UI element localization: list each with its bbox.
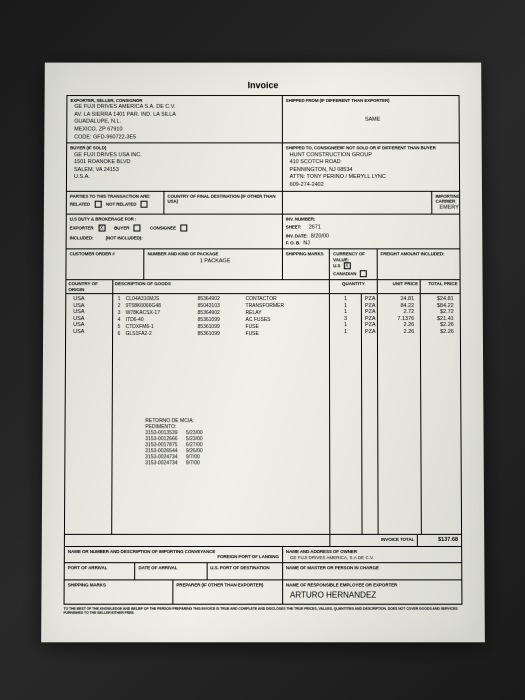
footer-text: TO THE BEST OF THE KNOWLEDGE AND BELIEF …: [63, 605, 462, 616]
lbl-fport: FOREIGN PORT OF LANDING: [67, 554, 278, 559]
lbl-notrelated: NOT RELATED: [105, 202, 135, 207]
item-desc: 5CTDXFM6-185361099FUSE: [115, 324, 326, 331]
doc-title: Invoice: [66, 80, 459, 91]
row-exporter: EXPORTER, SELLER, CONSIGNOR GE FUJI DRIV…: [66, 95, 460, 144]
lbl-preparer: PREPARER (IF OTHER THAN EXPORTER): [176, 583, 279, 588]
buyer-l1: GE FUJI DRIVES USA INC.: [70, 151, 279, 159]
invoice-document: Invoice EXPORTER, SELLER, CONSIGNOR GE F…: [41, 63, 485, 643]
lbl-shipped-to: SHIPPED TO, CONSIGNEE/IF NOT SOLD OR IF …: [285, 146, 455, 151]
item-unitprice: 2.26: [380, 329, 417, 336]
lbl-us: U.S: [333, 263, 340, 268]
shipto-l5: 609-274-2402: [285, 181, 455, 189]
lbl-freight: FREIGHT AMOUNT INCLUDED:: [380, 252, 456, 257]
row-import: NAME OR NUMBER AND DESCRIPTION OF IMPORT…: [63, 547, 461, 564]
shipped-from: SAME: [285, 103, 455, 123]
hdr-desc: DESCRIPTION OF GOODS: [112, 280, 329, 294]
item-unit: PZA: [364, 309, 373, 316]
hdr-country: COUNTRY OF ORIGIN: [65, 280, 112, 294]
chk-related: [94, 201, 101, 208]
hdr-up: UNIT PRICE: [377, 280, 421, 294]
responsible-val: ARTURO HERNANDEZ: [285, 588, 457, 602]
row-parties: PARTIES TO THIS TRANSACTION ARE: RELATED…: [65, 191, 459, 214]
lbl-buyer2: BUYER: [114, 226, 129, 231]
lbl-carrier: IMPORTING CARRIER: [435, 193, 456, 204]
lbl-can: CANADIAN: [333, 271, 356, 276]
chk-can: [359, 270, 366, 277]
pedimento-row: 3153-0024734 9/7/00: [115, 460, 327, 466]
numkind-val: 1 PACKAGE: [147, 257, 278, 265]
item-qty: 1: [333, 296, 358, 303]
item-desc: 6GLS1FA2-285361099FUSE: [115, 331, 326, 338]
shipto-l3: PENNINGTON, NJ 08534: [285, 166, 455, 174]
invdate-val: 8/20/00: [310, 234, 328, 240]
exporter-l1: GE FUJI DRIVES AMERICA S.A. DE C.V.: [70, 103, 278, 110]
lbl-related: RELATED: [69, 202, 89, 207]
row-duty: U.S DUTY & BROKERAGE FOR : EXPORTER X BU…: [65, 215, 460, 250]
shipto-l4: ATTN: TONY PERINO / MERYLL LYNC: [285, 173, 455, 181]
lbl-parties: PARTIES TO THIS TRANSACTION ARE:: [69, 193, 160, 198]
sheet-val: 2671: [308, 225, 320, 231]
item-unitprice: 24.81: [380, 296, 417, 303]
lbl-custorder: CUSTOMER ORDER #: [69, 252, 140, 257]
lbl-exporter2: EXPORTER: [69, 226, 93, 231]
exporter-l3: GUADALUPE, N.L.: [70, 118, 278, 125]
chk-exporter: X: [98, 225, 105, 232]
owner-val: GE FUJI DRIVES AMERICA, S.A DE C.V.: [285, 554, 457, 560]
item-desc: 3W78KACSX-1785364902RELAY: [115, 310, 326, 317]
items-header: COUNTRY OF ORIGIN DESCRIPTION OF GOODS Q…: [65, 280, 460, 294]
row-buyer: BUYER (IF SOLD) GE FUJI DRIVES USA INC. …: [65, 144, 459, 192]
buyer-l3: SALEM, VA 24153: [69, 166, 278, 174]
lbl-country-dest: COUNTRY OF FINAL DESTINATION (IF OTHER T…: [167, 193, 278, 204]
lbl-included: INCLUDED:: [69, 235, 93, 240]
carrier: EMERY: [435, 204, 456, 212]
chk-notrelated: [140, 201, 147, 208]
item-desc: 1CL04A310MJS85364902CONTACTOR: [115, 296, 326, 303]
hdr-tp: TOTAL PRICE: [421, 280, 461, 294]
chk-consignee: [180, 225, 187, 232]
exporter-l2: AV. LA SIERRA 1401 PAR. IND. LA SILLA: [70, 111, 278, 118]
item-unit: PZA: [364, 322, 373, 329]
lbl-currency: CURRENCY OF VALUE:: [333, 252, 373, 263]
lbl-invdate: INV. DATE:: [285, 234, 307, 239]
exporter-l4: MEXICO, ZP 67910: [70, 126, 278, 133]
item-unit: PZA: [364, 329, 373, 336]
lbl-sheet: SHEET:: [285, 225, 300, 230]
item-country: USA: [69, 296, 108, 303]
exporter-l5: CODE: GFD-960722-3E5: [70, 133, 279, 140]
shipto-l2: 410 SCOTCH ROAD: [285, 158, 455, 166]
buyer-l2: 1501 ROANOKE BLVD: [70, 158, 279, 166]
row-order: CUSTOMER ORDER # NUMBER AND KIND OF PACK…: [65, 250, 460, 281]
lbl-usport: U.S. PORT OF DESTINATION: [210, 566, 279, 571]
invtotal-val: $137.68: [418, 535, 462, 547]
lbl-invtotal: INVOICE TOTAL: [330, 535, 418, 547]
lbl-consignee: CONSIGNEE: [149, 226, 175, 231]
items-body: USAUSAUSAUSAUSAUSA 1CL04A310MJS85364902C…: [63, 294, 461, 535]
hdr-qty: QUANTITY: [330, 280, 377, 294]
item-totalprice: $2.26: [424, 329, 457, 336]
lbl-shipmarks: SHIPPING MARKS: [285, 252, 325, 257]
lbl-datearr: DATE OF ARRIVAL: [138, 566, 203, 571]
item-totalprice: $24.81: [424, 296, 457, 303]
chk-buyer: [133, 225, 140, 232]
lbl-invnum: INV. NUMBER:: [285, 216, 315, 221]
buyer-l4: U.S.A.: [69, 173, 278, 181]
chk-us: X: [343, 262, 350, 269]
row-port: PORT OF ARRIVAL DATE OF ARRIVAL U.S. POR…: [63, 563, 462, 580]
lbl-notincluded: (NOT INCLUDED):: [105, 235, 142, 240]
item-unit: PZA: [364, 296, 373, 303]
item-desc: 4ITD6-4085361099AC FUSES: [115, 317, 326, 324]
shipto-l1: HUNT CONSTRUCTION GROUP: [285, 151, 455, 159]
lbl-fob: F. O. B.: [285, 240, 299, 245]
row-total: INVOICE TOTAL $137.68: [63, 535, 461, 547]
lbl-master: NAME OF MASTER OR PERSON IN CHARGE: [285, 566, 457, 571]
item-qty: 1: [333, 329, 358, 336]
item-country: USA: [69, 329, 109, 336]
row-sig: SHIPPING MARKS PREPARER (IF OTHER THAN E…: [63, 581, 462, 605]
item-desc: 29T58K0066G4885043103TRANSFORMER: [115, 303, 326, 310]
fob-val: NJ: [303, 240, 310, 246]
